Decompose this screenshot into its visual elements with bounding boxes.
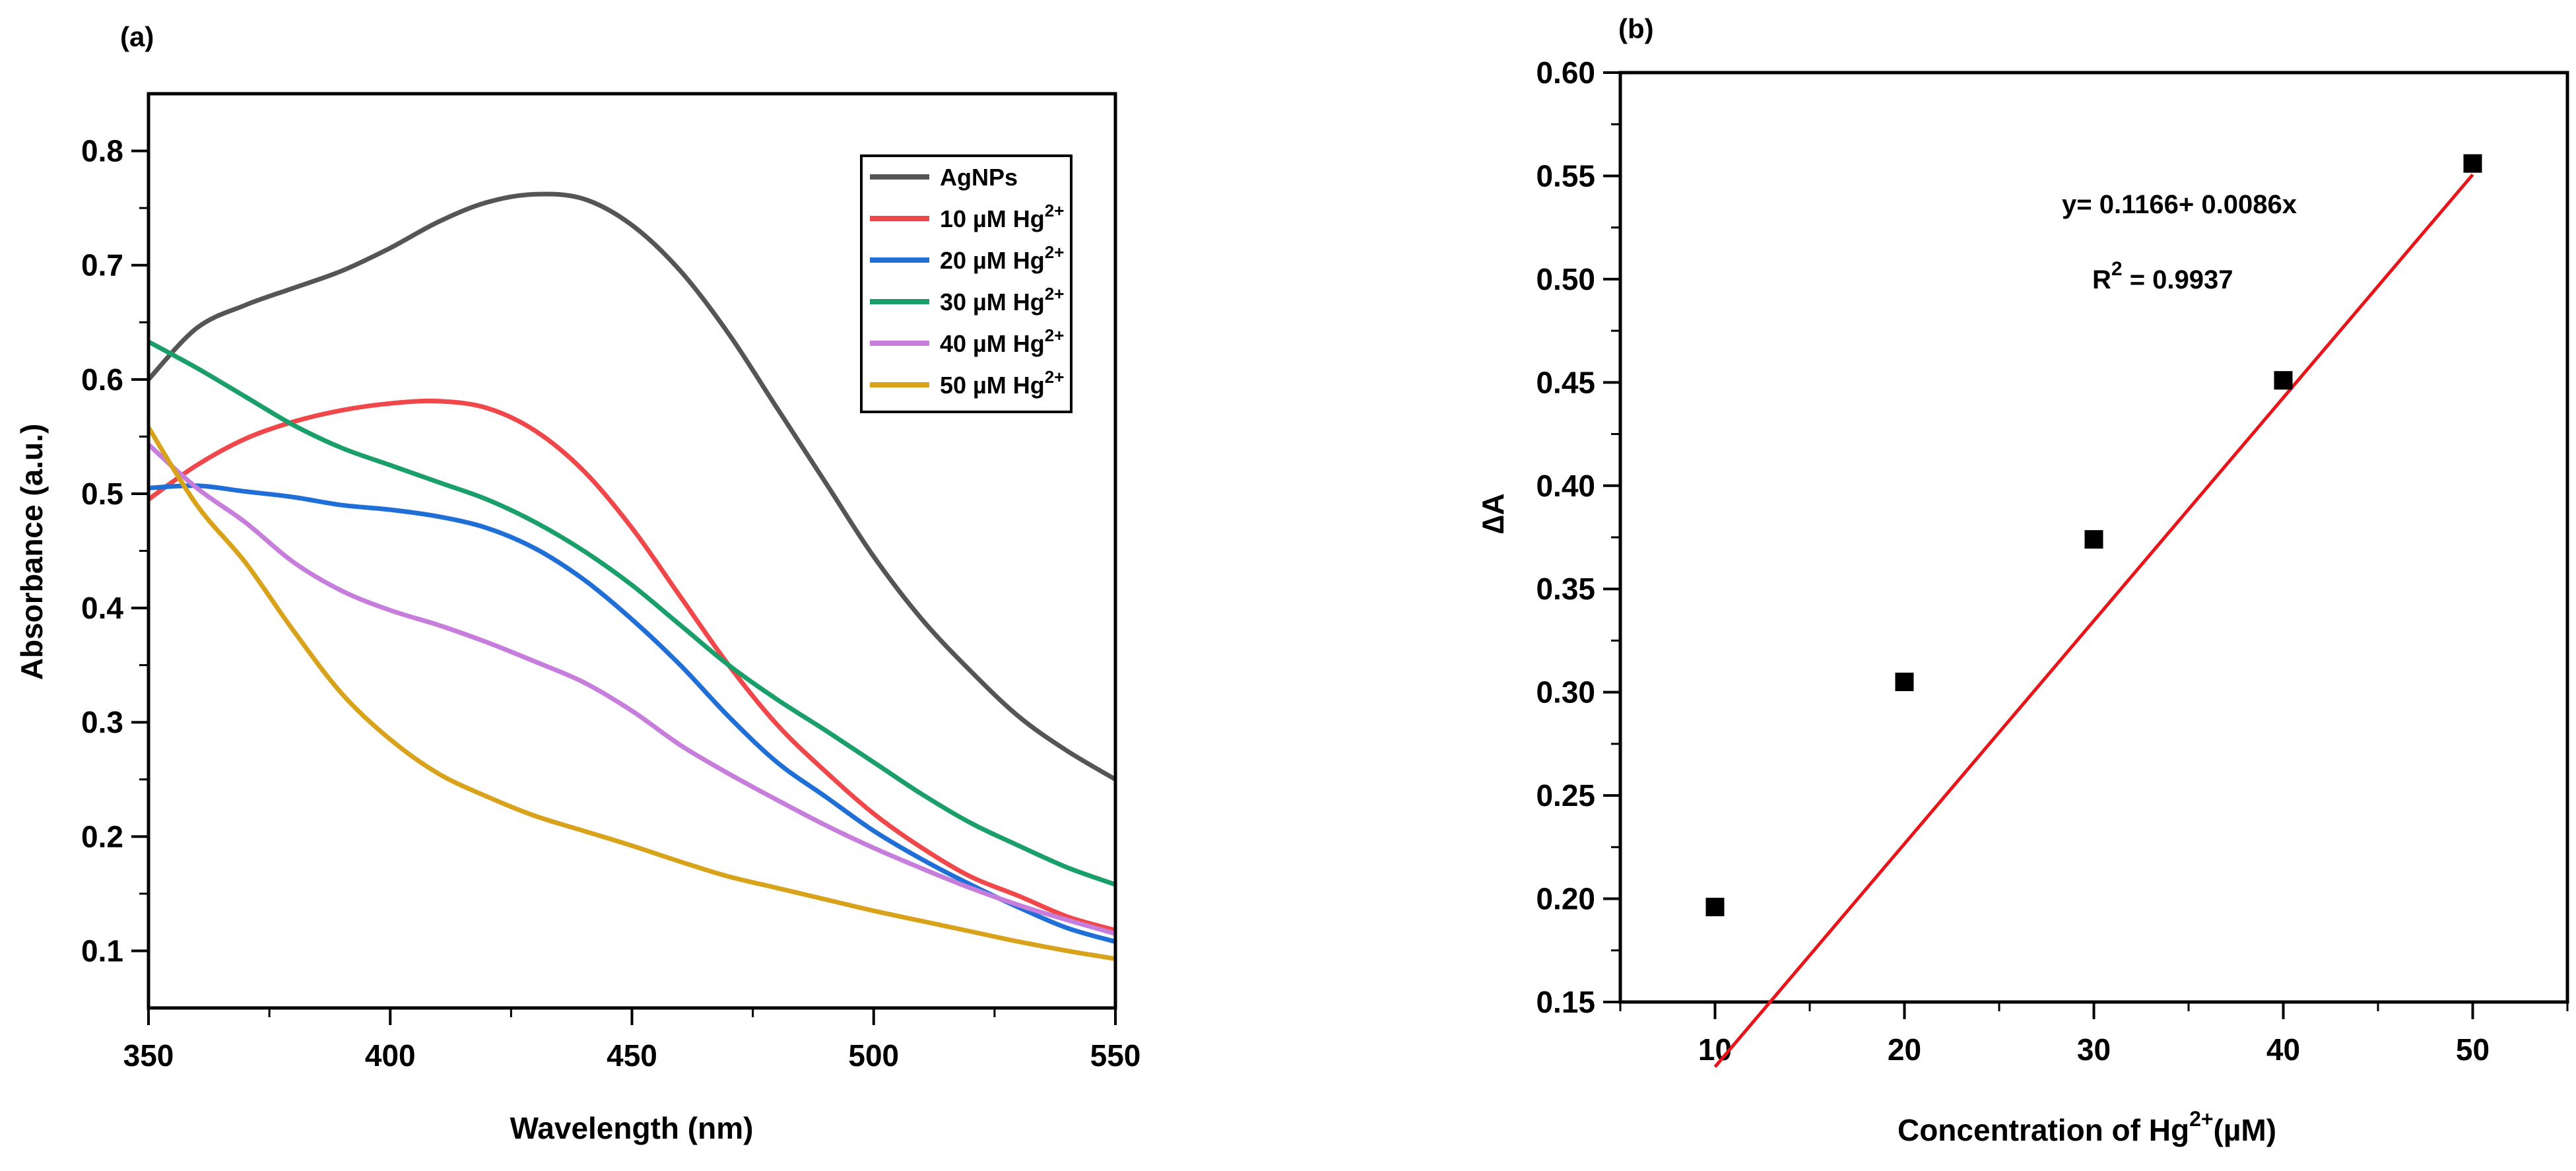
panel-b-fit-line — [1713, 173, 2474, 1068]
panel-a-label: (a) — [120, 21, 154, 52]
data-point — [2463, 154, 2482, 173]
y-tick-label: 0.60 — [1536, 55, 1595, 90]
legend-frame — [860, 154, 1073, 413]
panel-b-x-axis-title: Concentration of Hg2+(µM) — [1898, 1107, 2276, 1147]
series-line-0 — [147, 191, 1117, 782]
y-tick-label: 0.25 — [1536, 778, 1595, 813]
panel-a-y-axis-title: Absorbance (a.u.) — [15, 424, 49, 681]
x-tick-label: 400 — [365, 1038, 416, 1073]
y-tick-label: 0.8 — [81, 134, 123, 168]
panel-b-x-ticks: 10 20 30 40 50 — [1619, 1002, 2569, 1067]
x-title-main: Concentration of Hg — [1898, 1113, 2189, 1147]
panel-b-label: (b) — [1618, 13, 1654, 44]
series-line-3 — [147, 339, 1117, 887]
panel-a-y-ticks: 0.1 0.2 0.3 0.4 0.5 0.6 0.7 0.8 — [81, 134, 149, 968]
data-point — [2274, 371, 2293, 390]
y-tick-label: 0.35 — [1536, 572, 1595, 606]
legend-label-4: 40 µM Hg2+ — [940, 325, 1064, 357]
x-tick-label: 40 — [2266, 1032, 2300, 1067]
panel-a-series-group — [147, 191, 1117, 962]
x-tick-label: 500 — [848, 1038, 899, 1073]
x-title-sup: 2+ — [2189, 1107, 2213, 1131]
panel-a-x-axis-title: Wavelength (nm) — [510, 1111, 754, 1145]
panel-a-x-ticks: 350 400 450 500 550 — [123, 1008, 1141, 1073]
x-tick-label: 10 — [1698, 1032, 1732, 1067]
legend-label-0: AgNPs — [940, 164, 1018, 191]
y-tick-label: 0.45 — [1536, 365, 1595, 399]
panel-b-y-ticks: 0.15 0.20 0.25 0.30 0.35 0.40 0.45 0.50 0.55 0.60 — [1536, 55, 1620, 1019]
data-point — [2084, 530, 2103, 549]
panel-a-legend: AgNPs 10 µM Hg2+ 20 µM Hg2+ 30 µM Hg2+ 40 µM… — [860, 154, 1073, 413]
data-point — [1705, 898, 1725, 917]
panel-a: (a) 0.1 0.2 0.3 0.4 0.5 0.6 0.7 0.8 350 400 450 50… — [15, 21, 1140, 1145]
x-tick-label: 20 — [1888, 1032, 1921, 1067]
y-tick-label: 0.1 — [81, 933, 123, 968]
legend-label-2: 20 µM Hg2+ — [940, 242, 1064, 274]
legend-label-3: 30 µM Hg2+ — [940, 284, 1064, 316]
legend-label-1: 10 µM Hg2+ — [940, 201, 1064, 232]
r2-tail: = 0.9937 — [2123, 265, 2233, 294]
x-tick-label: 50 — [2456, 1032, 2490, 1067]
panel-b-points — [1705, 154, 2482, 917]
series-line-4 — [147, 442, 1116, 936]
y-tick-label: 0.30 — [1536, 675, 1595, 710]
series-line-5 — [147, 426, 1116, 962]
y-tick-label: 0.5 — [81, 477, 123, 511]
y-tick-label: 0.6 — [81, 362, 123, 397]
y-tick-label: 0.20 — [1536, 882, 1595, 916]
x-tick-label: 30 — [2077, 1032, 2111, 1067]
panel-b: (b) 0.15 0.20 0.25 0.30 0.35 0.40 0.45 0.50 0.55… — [1476, 13, 2569, 1147]
x-title-tail: (µM) — [2214, 1113, 2276, 1147]
legend-label-5: 50 µM Hg2+ — [940, 367, 1064, 399]
r2-sup: 2 — [2111, 258, 2123, 280]
y-tick-label: 0.7 — [81, 248, 123, 283]
x-tick-label: 450 — [607, 1038, 657, 1073]
panel-b-equation: y= 0.1166+ 0.0086x — [2062, 190, 2297, 219]
series-line-1 — [147, 398, 1116, 933]
x-tick-label: 550 — [1090, 1038, 1141, 1073]
y-tick-label: 0.3 — [81, 705, 123, 739]
y-tick-label: 0.55 — [1536, 158, 1595, 193]
panel-b-y-axis-title: ∆A — [1476, 493, 1510, 533]
panel-b-r2: R2 = 0.9937 — [2092, 258, 2233, 294]
y-tick-label: 0.4 — [81, 591, 123, 625]
x-tick-label: 350 — [123, 1038, 174, 1073]
y-tick-label: 0.15 — [1536, 985, 1595, 1019]
data-point — [1895, 673, 1914, 692]
y-tick-label: 0.2 — [81, 819, 123, 853]
r2-main: R — [2092, 265, 2111, 294]
series-line-2 — [148, 483, 1116, 944]
y-tick-label: 0.40 — [1536, 469, 1595, 503]
y-tick-label: 0.50 — [1536, 262, 1595, 296]
